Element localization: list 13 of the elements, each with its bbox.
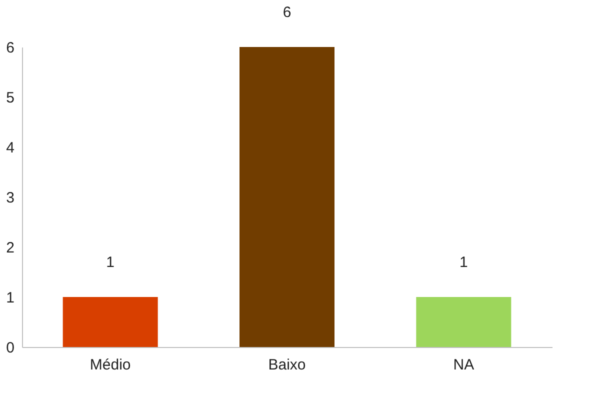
x-tick-label: NA (453, 356, 474, 374)
data-label: 1 (459, 254, 468, 271)
y-tick-label: 3 (6, 190, 14, 206)
data-label: 1 (106, 254, 115, 271)
data-label: 6 (282, 4, 292, 21)
y-tick-label: 1 (6, 290, 14, 306)
y-tick-label: 6 (6, 40, 14, 56)
y-tick-label: 0 (6, 340, 14, 356)
x-tick-label: Médio (90, 356, 131, 374)
y-tick-label: 5 (6, 90, 14, 106)
y-tick-label: 4 (6, 140, 14, 156)
x-tick-label: Baixo (268, 356, 306, 374)
y-tick-label: 2 (6, 240, 14, 256)
